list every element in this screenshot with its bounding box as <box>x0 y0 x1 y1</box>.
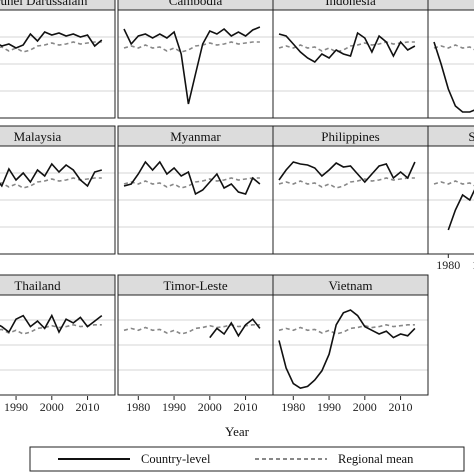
panel-title: Malaysia <box>14 129 62 144</box>
panel-strip <box>0 125 116 147</box>
regional-mean-line <box>0 323 102 335</box>
x-tick-label: 1990 <box>4 400 28 414</box>
country-level-line <box>209 318 261 339</box>
panel-strip <box>0 0 116 11</box>
legend-country-label: Country-level <box>141 452 211 466</box>
regional-mean-line <box>278 323 415 335</box>
country-level-line <box>0 31 103 49</box>
x-tick-label: 2010 <box>234 400 258 414</box>
x-tick-label: 2000 <box>40 400 64 414</box>
x-tick-label: 2010 <box>389 400 413 414</box>
regional-mean-line <box>0 41 102 53</box>
country-level-line <box>433 41 474 113</box>
country-level-line <box>0 313 103 334</box>
country-level-line <box>123 26 261 105</box>
country-level-line <box>447 189 474 231</box>
x-tick-label: 1990 <box>472 258 474 272</box>
regional-mean-line <box>278 177 415 189</box>
regional-mean-line <box>433 180 474 187</box>
x-tick-label: 2010 <box>76 400 100 414</box>
x-tick-label: 2000 <box>353 400 377 414</box>
x-tick-label: 1990 <box>317 400 341 414</box>
panel-strip <box>117 0 274 11</box>
regional-mean-line <box>433 44 474 51</box>
panel-title: Philippines <box>321 129 380 144</box>
panel-title: Brunei Darussalam <box>0 0 88 8</box>
panel-title-partial: S <box>468 129 474 144</box>
panel-title: Cambodia <box>169 0 223 8</box>
country-level-line <box>278 309 416 390</box>
country-level-line <box>0 162 103 188</box>
panel-strip <box>0 274 116 296</box>
panel-border <box>427 145 474 255</box>
x-tick-label: 2000 <box>198 400 222 414</box>
panel-border <box>427 9 474 119</box>
panel-strip <box>427 125 474 147</box>
panel-title: Vietnam <box>329 278 373 293</box>
country-level-line <box>278 31 416 64</box>
panel-strip <box>272 0 429 11</box>
panel-strip <box>272 274 429 296</box>
x-axis-title: Year <box>225 424 250 439</box>
x-tick-label: 1980 <box>436 258 460 272</box>
x-tick-label: 1990 <box>162 400 186 414</box>
legend-regional-label: Regional mean <box>338 452 414 466</box>
x-tick-label: 1980 <box>126 400 150 414</box>
x-tick-label: 1980 <box>281 400 305 414</box>
country-level-line <box>123 160 261 196</box>
regional-mean-line <box>123 323 260 335</box>
panel-title: Timor-Leste <box>163 278 227 293</box>
regional-mean-line <box>278 41 415 53</box>
panel-title: Myanmar <box>170 129 221 144</box>
panel-strip <box>427 0 474 11</box>
regional-mean-line <box>123 41 260 53</box>
panel-title: Thailand <box>14 278 61 293</box>
panel-title: Indonesia <box>325 0 376 8</box>
country-level-line <box>278 161 416 184</box>
